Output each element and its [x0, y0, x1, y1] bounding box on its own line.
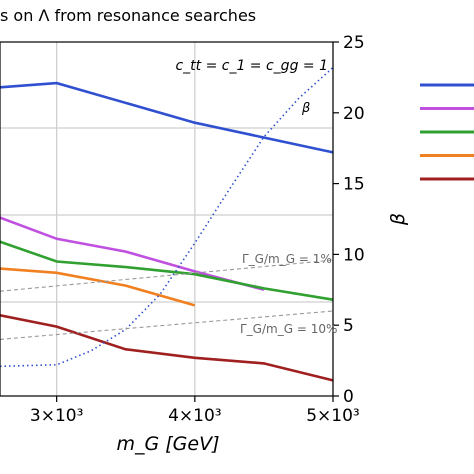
x-tick-label: 4×10³ — [168, 406, 222, 426]
x-tick-label: 5×10³ — [306, 406, 360, 426]
series-line-4 — [0, 267, 196, 307]
legend — [420, 83, 474, 181]
right-tick-label: 0 — [343, 387, 354, 407]
series-line-1 — [0, 81, 334, 154]
right-tick-label: 25 — [343, 33, 365, 53]
grid — [0, 42, 334, 396]
width-1pct-label: Γ_G/m_G = 1% — [242, 252, 332, 266]
chart-title: s on Λ from resonance searches — [0, 6, 257, 25]
right-axis-label: β — [387, 213, 409, 226]
right-tick-label: 10 — [343, 245, 365, 265]
right-tick-label: 20 — [343, 104, 365, 124]
series-line-5 — [0, 314, 334, 382]
x-tick-label: 3×10³ — [30, 406, 84, 426]
series-line-3 — [0, 240, 334, 301]
right-axis-ticks: 0 5 10 15 20 25 — [333, 33, 365, 407]
coupling-annotation: c_tt = c_1 = c_gg = 1 — [175, 58, 328, 74]
width-10pct-label: Γ_G/m_G = 10% — [240, 322, 337, 336]
beta-curve-label: β — [301, 101, 310, 116]
chart-labels: m_G [GeV] β c_tt = c_1 = c_gg = 1 β Γ_G/m_G … — [116, 58, 409, 455]
x-axis-ticks: 3×10³ 4×10³ 5×10³ — [30, 396, 360, 426]
series-line-2 — [0, 216, 265, 292]
x-axis-label: m_G [GeV] — [116, 433, 219, 455]
series-layer — [0, 66, 334, 382]
plot-frame — [0, 41, 334, 397]
right-tick-label: 5 — [343, 316, 354, 336]
right-tick-label: 15 — [343, 175, 365, 195]
